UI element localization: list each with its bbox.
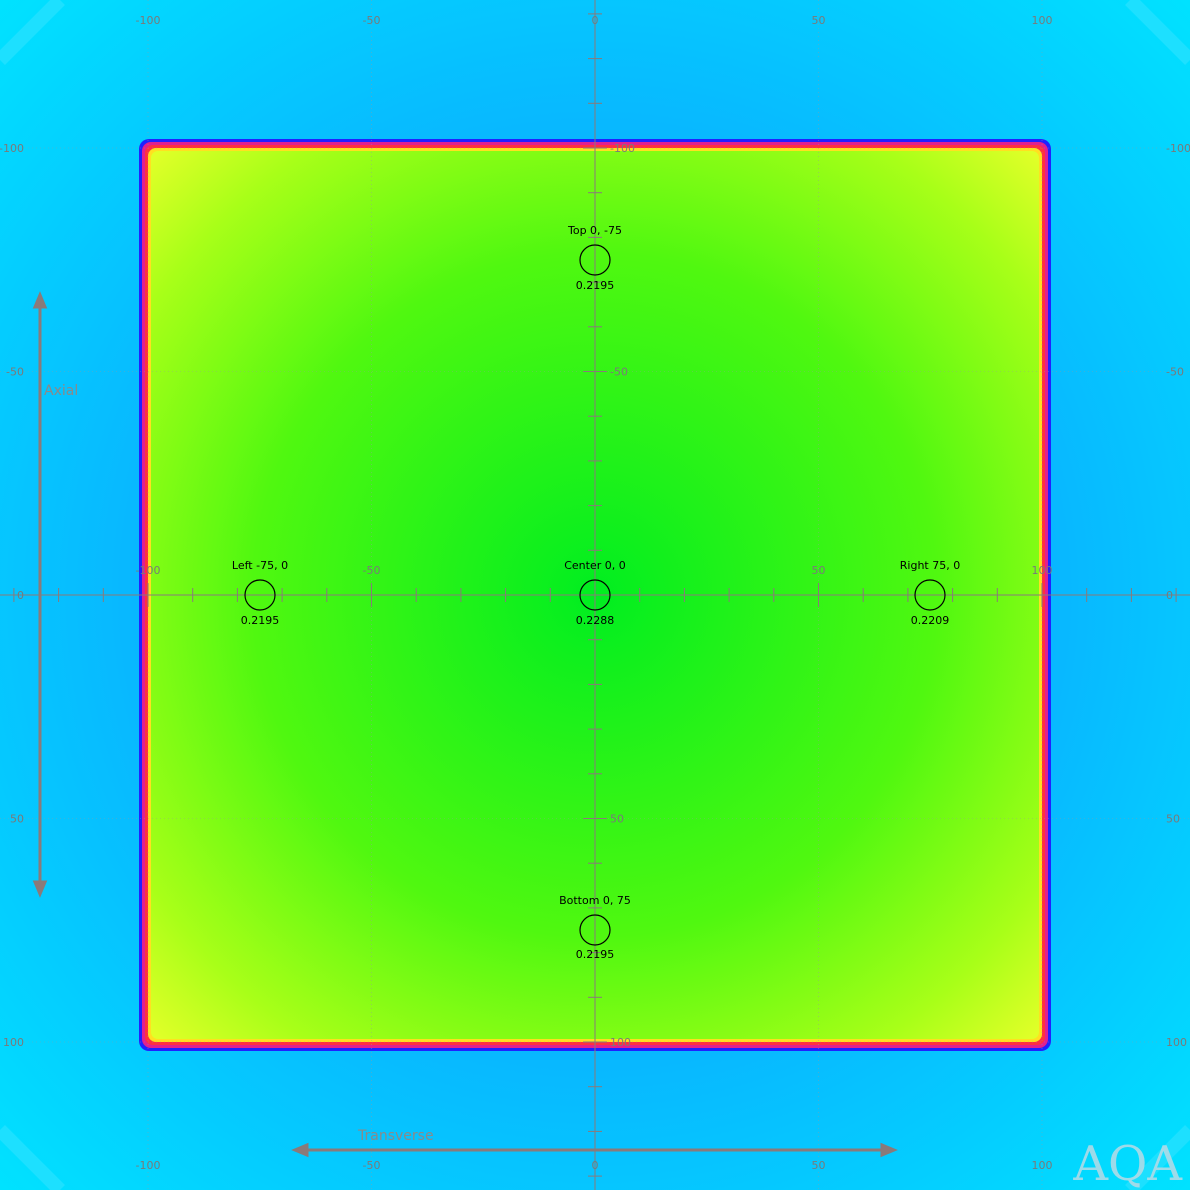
tick-label: 50 xyxy=(610,813,624,826)
point-top-circle xyxy=(579,244,611,276)
point-top-value: 0.2195 xyxy=(576,279,615,292)
tick-label: -50 xyxy=(363,1159,381,1172)
tick-label: 0 xyxy=(1166,589,1173,602)
tick-label: -50 xyxy=(1166,366,1184,379)
tick-labels: -100 -100 -100 -100 -100 -100 -50 -50 -50 -50 -50 -… xyxy=(0,14,1190,1172)
point-center-circle xyxy=(579,579,611,611)
point-left-label: Left -75, 0 xyxy=(232,559,288,572)
tick-label: -50 xyxy=(610,366,628,379)
tick-label: -50 xyxy=(363,14,381,27)
point-right-label: Right 75, 0 xyxy=(900,559,960,572)
tick-marks xyxy=(13,13,1177,1177)
tick-label: -50 xyxy=(363,564,381,577)
tick-label: -100 xyxy=(136,1159,161,1172)
transverse-title: Transverse xyxy=(357,1128,434,1144)
point-top-label: Top 0, -75 xyxy=(567,224,622,237)
measurement-point-top[interactable]: Top 0, -75 0.2195 xyxy=(567,224,622,292)
point-right-value: 0.2209 xyxy=(911,614,950,627)
tick-label: 100 xyxy=(3,1036,24,1049)
point-left-circle xyxy=(244,579,276,611)
tick-label: -100 xyxy=(1166,142,1190,155)
tick-label: 50 xyxy=(1166,813,1180,826)
tick-label: 50 xyxy=(812,1159,826,1172)
axial-arrow xyxy=(32,291,48,898)
aqa-watermark: AQA xyxy=(1072,1136,1183,1190)
tick-label: 100 xyxy=(1032,564,1053,577)
tick-label: 100 xyxy=(610,1036,631,1049)
tick-label: 50 xyxy=(812,564,826,577)
tick-label: -100 xyxy=(136,14,161,27)
tick-label: -100 xyxy=(136,564,161,577)
tick-label: 100 xyxy=(1032,14,1053,27)
tick-label: 0 xyxy=(592,14,599,27)
tick-label: 50 xyxy=(812,14,826,27)
point-center-label: Center 0, 0 xyxy=(564,559,626,572)
point-bottom-label: Bottom 0, 75 xyxy=(559,894,631,907)
axial-title: Axial xyxy=(44,383,78,399)
measurement-point-bottom[interactable]: Bottom 0, 75 0.2195 xyxy=(559,894,631,961)
point-left-value: 0.2195 xyxy=(241,614,280,627)
point-center-value: 0.2288 xyxy=(576,614,615,627)
measurement-point-left[interactable]: Left -75, 0 0.2195 xyxy=(232,559,288,627)
point-right-circle xyxy=(914,579,946,611)
tick-label: 0 xyxy=(17,589,24,602)
measurement-point-center[interactable]: Center 0, 0 0.2288 xyxy=(564,559,626,627)
tick-label: 100 xyxy=(1032,1159,1053,1172)
tick-label: 0 xyxy=(592,1159,599,1172)
point-bottom-circle xyxy=(579,914,611,946)
tick-label: -50 xyxy=(6,366,24,379)
tick-label: 100 xyxy=(1166,1036,1187,1049)
point-bottom-value: 0.2195 xyxy=(576,948,615,961)
tick-label: -100 xyxy=(0,142,24,155)
measurement-point-right[interactable]: Right 75, 0 0.2209 xyxy=(900,559,960,627)
transverse-arrow xyxy=(291,1142,898,1158)
measurement-points: Top 0, -75 0.2195 Left -75, 0 0.2195 Cen… xyxy=(232,224,960,961)
tick-label: -100 xyxy=(610,142,635,155)
tick-label: 50 xyxy=(10,813,24,826)
